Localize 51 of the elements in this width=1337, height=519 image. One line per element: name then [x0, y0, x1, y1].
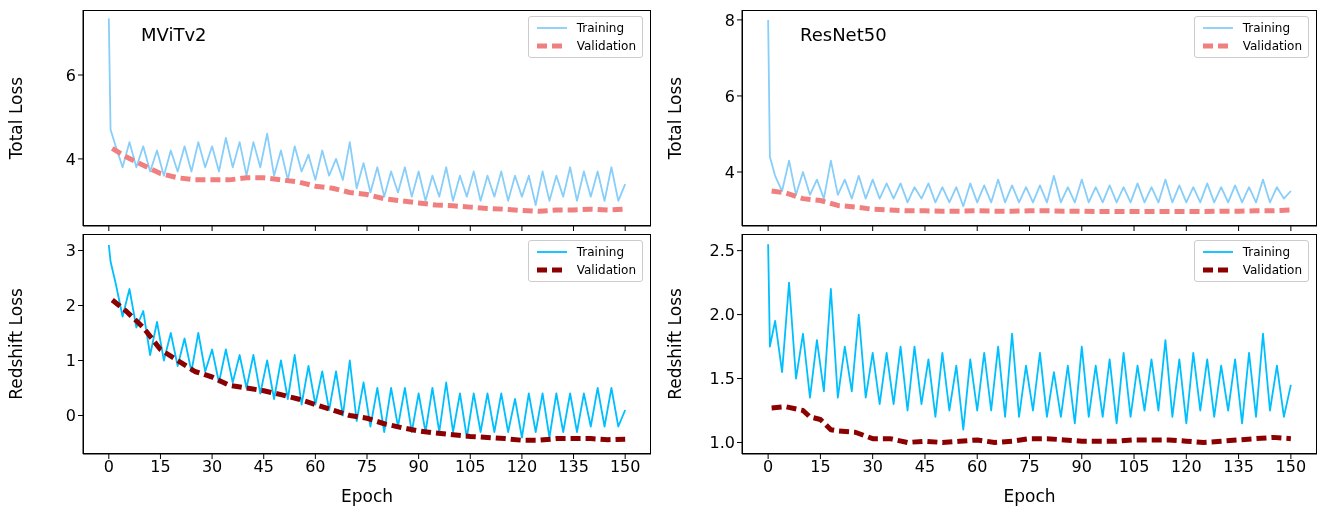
legend-label: Training: [1242, 21, 1291, 35]
x-axis-title: Epoch: [1003, 486, 1056, 506]
y-tick-label: 1.5: [709, 369, 735, 389]
y-tick-label: 0: [65, 406, 76, 426]
x-tick-label: 105: [1118, 457, 1150, 477]
y-tick-label: 4: [724, 162, 735, 182]
y-tick-label: 3: [65, 241, 76, 261]
legend-label: Validation: [576, 39, 636, 53]
x-tick-label: 75: [1019, 457, 1040, 477]
y-tick-label: 6: [724, 86, 735, 106]
legend-label: Validation: [1242, 263, 1302, 277]
text: ResNet50: [800, 24, 887, 45]
y-tick-label: 2.0: [709, 305, 735, 325]
legend-label: Training: [576, 21, 625, 35]
x-tick-label: 75: [356, 457, 378, 477]
x-tick-label: 60: [305, 457, 326, 477]
x-tick-label: 45: [914, 457, 936, 477]
x-tick-label: 60: [967, 457, 988, 477]
y-tick-label: 6: [65, 65, 76, 85]
y-tick-label: 4: [65, 149, 76, 169]
x-tick-label: 30: [201, 457, 223, 477]
y-axis-title: Redshift Loss: [665, 288, 686, 400]
y-tick-label: 2: [65, 296, 76, 316]
y-axis-title: Total Loss: [6, 76, 27, 161]
x-tick-label: 135: [1223, 457, 1254, 477]
y-tick-label: 1: [65, 351, 76, 371]
x-tick-label: 120: [1171, 457, 1202, 477]
y-axis-title: Total Loss: [665, 76, 686, 161]
x-tick-label: 105: [455, 457, 486, 477]
x-tick-label: 45: [253, 457, 274, 477]
legend-label: Validation: [576, 263, 636, 277]
x-tick-label: 15: [810, 457, 831, 477]
x-tick-label: 30: [862, 457, 883, 477]
x-axis-title: Epoch: [340, 486, 394, 506]
y-tick-label: 8: [724, 10, 735, 30]
legend-label: Training: [1242, 245, 1291, 259]
x-tick-label: 120: [506, 457, 538, 477]
y-tick-label: 2.5: [709, 241, 735, 261]
x-tick-label: 150: [1275, 457, 1307, 477]
x-tick-label: 90: [1071, 457, 1092, 477]
legend-label: Training: [576, 245, 625, 259]
x-tick-label: 150: [609, 457, 641, 477]
x-tick-label: 90: [408, 457, 429, 477]
x-tick-label: 0: [103, 457, 114, 477]
y-tick-label: 1.0: [709, 433, 735, 453]
x-tick-label: 0: [763, 457, 774, 477]
legend-label: Validation: [1242, 39, 1302, 53]
x-tick-label: 135: [558, 457, 589, 477]
text: MViTv2: [141, 24, 207, 45]
x-tick-label: 15: [150, 457, 171, 477]
y-axis-title: Redshift Loss: [6, 288, 27, 400]
